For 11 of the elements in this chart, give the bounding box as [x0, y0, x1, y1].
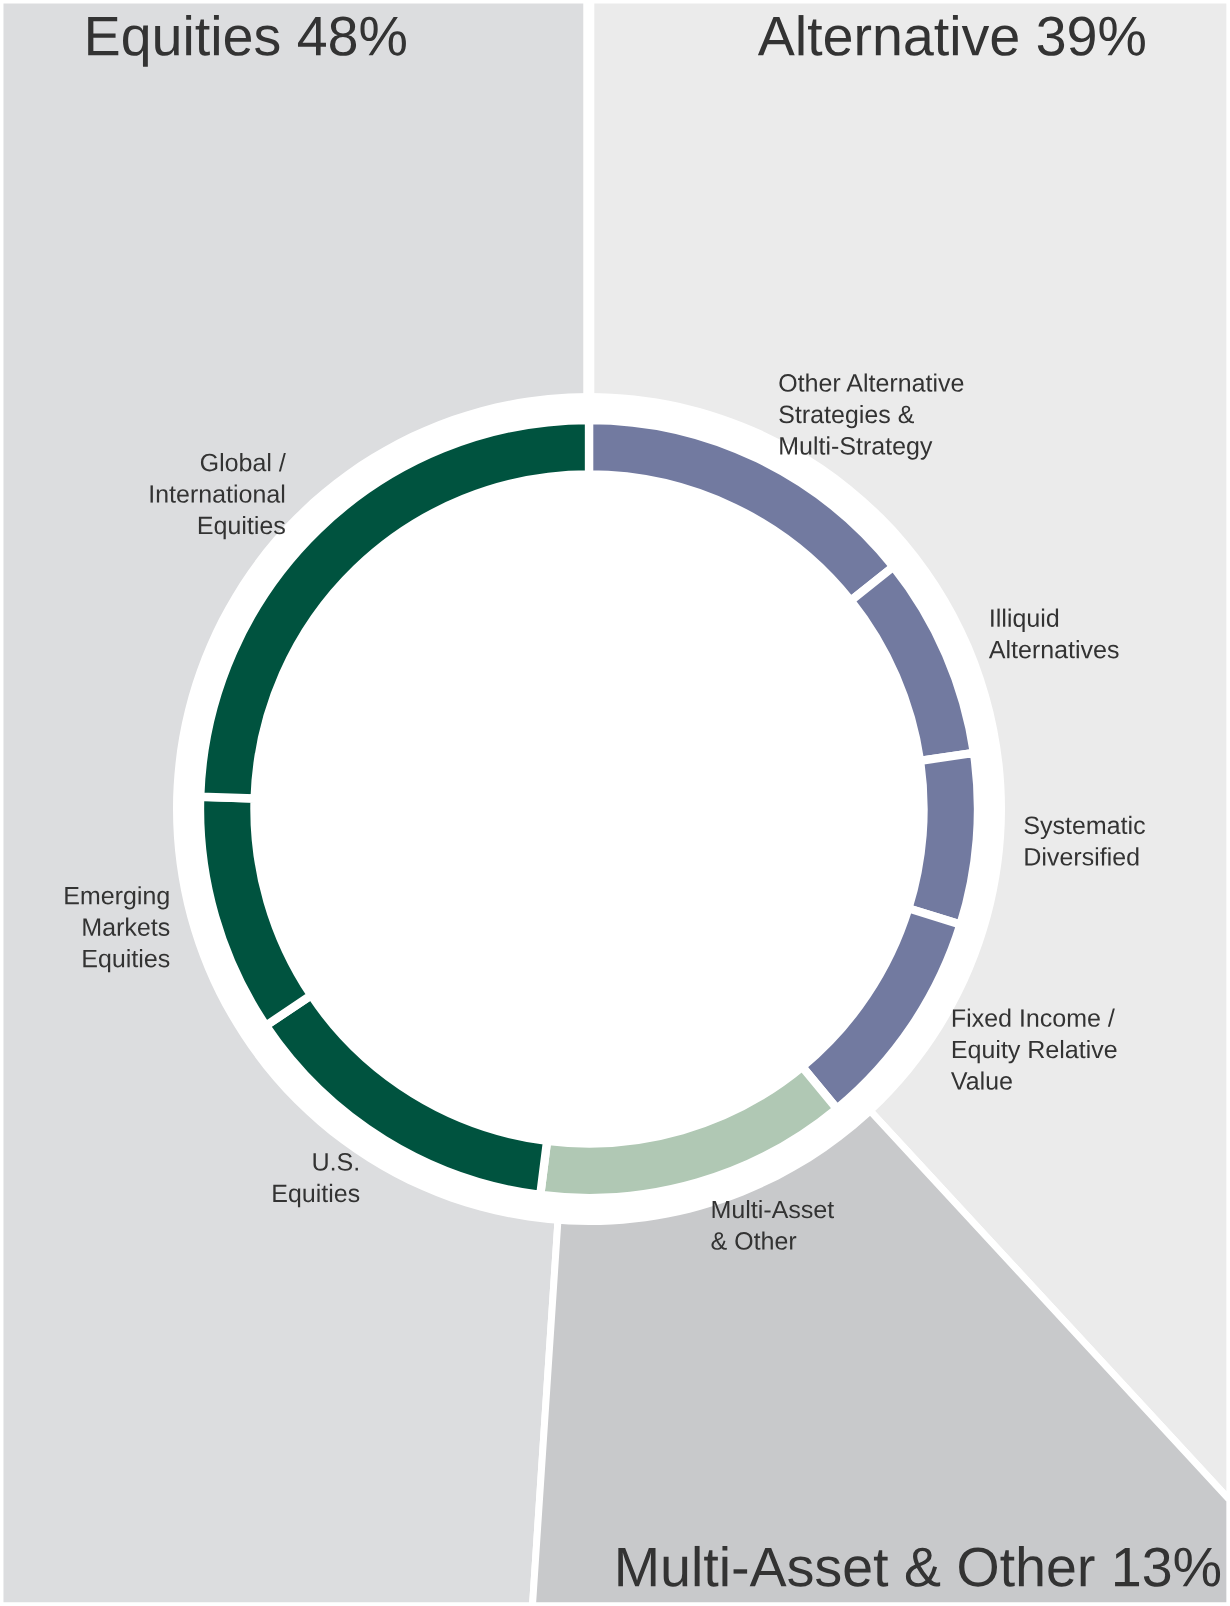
slice-label: Fixed Income / Equity Relative Value — [950, 1008, 1117, 1090]
slice-label: Emerging Markets Equities — [65, 886, 170, 973]
text: Alternative 39% — [757, 15, 1145, 56]
slice-label: Other Alternative Strategies & Multi-Strategy — [779, 373, 964, 460]
text: Multi-Asset & Other 13% — [618, 1545, 1221, 1587]
slice-label: Illiquid Alternatives — [988, 608, 1119, 659]
text: Equities 48% — [88, 15, 406, 67]
slice-label: Global / International Equities — [150, 453, 286, 540]
slice-label: Multi-Asset & Other — [711, 1200, 834, 1250]
slice-label: Systematic Diversified — [1024, 815, 1145, 866]
slice-label: U.S. Equities — [273, 1153, 360, 1208]
